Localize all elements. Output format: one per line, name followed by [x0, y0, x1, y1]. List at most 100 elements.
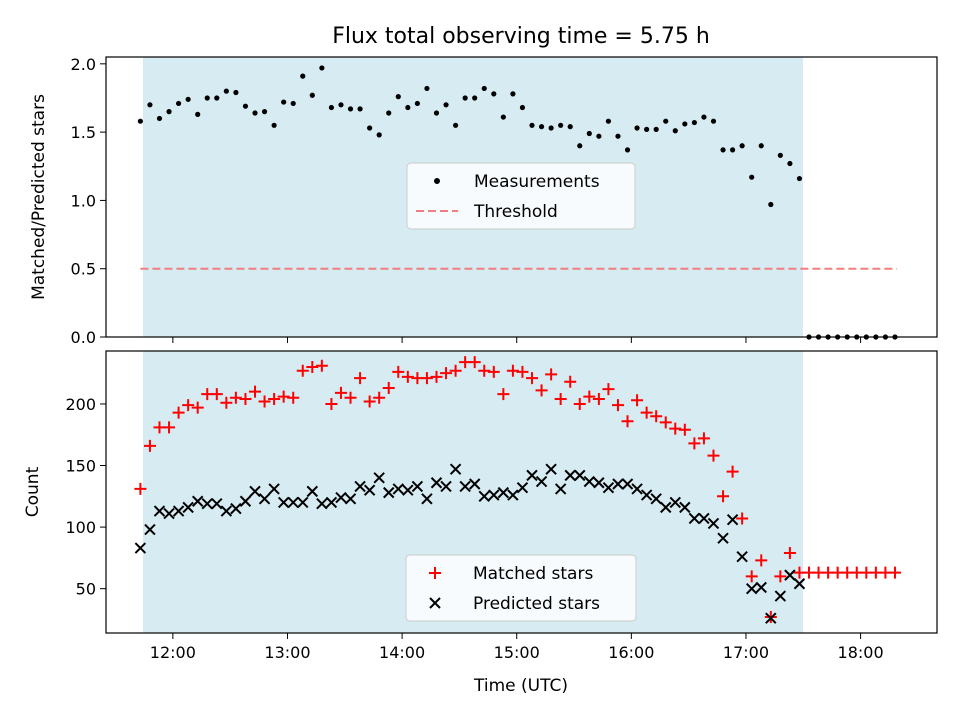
predicted-star-point: [526, 469, 538, 482]
predicted-star-point: [421, 493, 433, 505]
measurement-point: [682, 121, 688, 127]
matched-star-point: [306, 361, 319, 374]
predicted-star-point: [717, 532, 729, 544]
panel1-y-tick-label: 2.0: [71, 55, 96, 74]
predicted-star-point: [449, 463, 462, 475]
matched-star-point: [535, 384, 548, 397]
measurement-point: [548, 125, 554, 131]
measurement-point: [281, 99, 287, 105]
predicted-star-point: [488, 489, 500, 501]
predicted-star-point: [440, 480, 452, 493]
legend-matched-marker: [429, 567, 441, 579]
predicted-star-point: [191, 495, 204, 507]
measurement-point: [567, 124, 573, 130]
predicted-star-point: [593, 477, 605, 489]
matched-star-point: [440, 367, 453, 380]
x-tick-label: 12:00: [150, 643, 196, 662]
matched-star-point: [277, 390, 290, 403]
predicted-star-point: [631, 483, 643, 495]
x-tick-label: 16:00: [608, 643, 654, 662]
predicted-star-point: [535, 475, 548, 488]
measurement-point: [663, 118, 669, 124]
measurement-point: [328, 104, 335, 111]
predicted-star-point: [793, 578, 806, 590]
predicted-star-point: [316, 497, 328, 510]
predicted-star-point: [287, 496, 299, 509]
matched-star-point: [344, 391, 357, 404]
measurement-point: [233, 89, 239, 96]
predicted-star-point: [698, 512, 710, 525]
measurement-point: [338, 102, 344, 108]
predicted-star-point: [392, 483, 404, 495]
matched-star-point: [659, 416, 672, 429]
matched-star-point: [554, 393, 567, 406]
predicted-star-point: [774, 590, 787, 602]
matched-star-point: [717, 490, 730, 503]
predicted-star-point: [621, 478, 634, 490]
matched-star-point: [755, 554, 768, 567]
measurement-point: [519, 104, 526, 111]
measurement-point: [166, 109, 172, 115]
matched-star-point: [602, 383, 615, 396]
measurement-point: [739, 143, 745, 149]
panel1-x-ticks: [172, 337, 862, 343]
predicted-star-point: [383, 486, 395, 499]
matched-star-point: [688, 437, 701, 450]
matched-star-point: [287, 391, 300, 404]
measurement-point: [309, 92, 315, 98]
predicted-star-point: [679, 501, 691, 514]
measurement-point: [777, 152, 783, 158]
panel1-frame: [105, 56, 938, 338]
panel2-y-ticks: 50 100 150 200: [65, 395, 106, 599]
measurement-point: [223, 88, 229, 94]
predicted-star-point: [335, 491, 347, 504]
measurement-point: [433, 110, 440, 116]
matched-star-point: [736, 512, 749, 525]
predicted-star-point: [669, 496, 681, 509]
x-tick-label: 18:00: [838, 643, 884, 662]
panel2-x-ticks: 12:00 13:00 14:00 15:00 16:00 17:00 18:00: [150, 633, 884, 662]
predicted-star-point: [650, 493, 662, 505]
predicted-star-point: [411, 480, 424, 493]
matched-star-point: [487, 365, 500, 378]
measurement-point: [701, 114, 707, 120]
matched-star-point: [392, 365, 405, 378]
matched-star-point: [640, 406, 653, 419]
panel1-y-label: Matched/Predicted stars: [29, 94, 49, 300]
measurement-point: [624, 147, 631, 153]
measurement-point: [195, 111, 201, 117]
measurement-point: [462, 95, 468, 101]
predicted-star-point: [736, 550, 748, 563]
matched-star-point: [564, 375, 577, 388]
measurement-point: [691, 119, 697, 126]
measurement-point: [720, 147, 726, 153]
matched-star-point: [363, 395, 376, 408]
panel2-y-tick-label: 200: [65, 395, 96, 414]
panel1-marks: [137, 65, 898, 340]
panel1-y-tick-label: 1.0: [71, 191, 96, 210]
predicted-star-point: [583, 475, 596, 488]
legend-threshold-label: Threshold: [473, 202, 558, 222]
matched-star-point: [220, 396, 233, 409]
matched-star-point: [669, 422, 682, 435]
measurement-point: [347, 106, 354, 112]
panel2-marks: [134, 356, 901, 624]
measurement-point: [749, 174, 755, 180]
matched-star-point: [401, 370, 414, 383]
predicted-star-point: [354, 480, 366, 493]
predicted-star-point: [211, 497, 223, 510]
measurement-point: [443, 102, 449, 108]
measurement-point: [577, 143, 583, 149]
matched-star-point: [611, 399, 624, 412]
predicted-star-point: [545, 463, 557, 475]
matched-star-point: [182, 399, 195, 412]
measurement-point: [605, 118, 612, 124]
measurement-point: [510, 91, 516, 97]
matched-star-point: [268, 393, 281, 406]
predicted-star-point: [134, 542, 147, 554]
predicted-star-point: [258, 493, 271, 505]
panel1-legend-box: [406, 162, 636, 230]
measurement-point: [634, 125, 640, 131]
measurement-point: [615, 133, 621, 139]
panel1-y-tick-label: 1.5: [71, 123, 96, 142]
